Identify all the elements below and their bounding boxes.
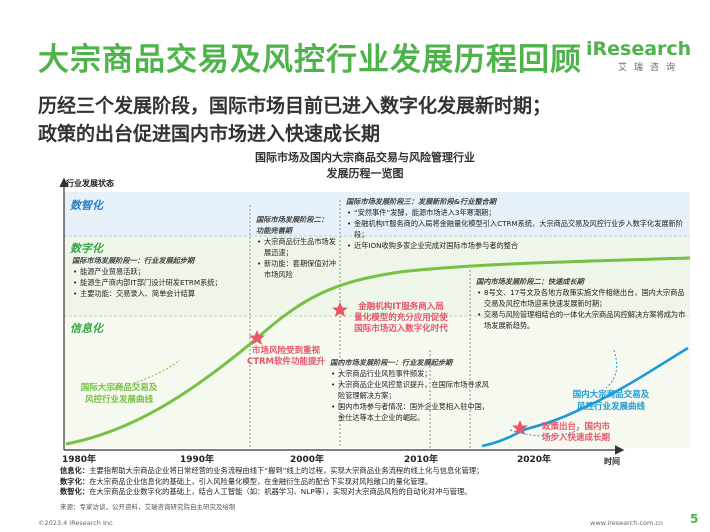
stage-dom-1-item: 大宗商品行业风险事件频发； — [330, 368, 490, 379]
stage-intl-1-item: 能源产业贸易活跃； — [72, 266, 252, 277]
stage-dom-2-item: 8号文、17号文及各地方政策实施文件相继出台，国内大宗商品交易及风控市场迎来快速… — [476, 287, 690, 309]
stage-intl-2: 国际市场发展阶段二： 功能完善期 大宗商品衍生品市场发展迅速； 新功能：套期保值… — [256, 214, 340, 280]
event-label-3: 政策出台，国内市 场步入快速成长期 — [528, 422, 624, 444]
stage-intl-2-item: 大宗商品衍生品市场发展迅速； — [256, 236, 340, 258]
source-note: 来源：专家访谈，公开资料，艾瑞咨询研究院自主研究及绘制 — [60, 503, 236, 511]
stage-intl-2-head-1: 国际市场发展阶段二： — [256, 215, 328, 224]
stage-intl-3-item: 金融机构IT服务商的入局将金融量化模型引入CTRM系统，大宗商品交易及风控行业步… — [346, 218, 690, 240]
stage-intl-1-item: 主要功能：交易录入、简单会计结算 — [72, 288, 252, 299]
event-label-1-line: CTRM软件功能提升 — [246, 357, 326, 367]
stage-intl-1: 国际市场发展阶段一：行业发展起步期 能源产业贸易活跃； 能源生产商内部IT部门设… — [72, 255, 252, 299]
international-curve-label-line: 国际大宗商品交易及 — [80, 383, 158, 393]
x-axis-label: 时间 — [604, 457, 620, 466]
stage-intl-3-item: “安然事件”发酵，能源市场进入3年寒潮期； — [346, 207, 690, 218]
page-subtitle: 历经三个发展阶段，国际市场目前已进入数字化发展新时期； 政策的出台促进国内市场进… — [38, 92, 551, 148]
stage-dom-2: 国内市场发展阶段二：快速成长期 8号文、17号文及各地方政策实施文件相继出台，国… — [476, 276, 690, 331]
event-label-1: 市场风险受到重视 CTRM软件功能提升 — [236, 346, 336, 368]
band-label-digitalization: 数字化 — [70, 242, 103, 255]
domestic-curve-label: 国内大宗商品交易及 风控行业发展曲线 — [556, 389, 666, 413]
page-number: 5 — [690, 512, 699, 526]
stage-intl-3-head: 国际市场发展阶段三：发展新阶段&行业整合期 — [346, 197, 497, 206]
definition-row: 数字化：在大宗商品企业信息化的基础上，引入风险量化模型，在金融衍生品的配合下实现… — [60, 477, 690, 488]
chart-title-line-1: 国际市场及国内大宗商品交易与风险管理行业 — [255, 151, 475, 164]
definition-key: 数智化： — [60, 487, 90, 496]
event-label-2-line: 国际市场迈入数字化时代 — [354, 324, 448, 334]
page-title: 大宗商品交易及风控行业发展历程回顾 — [38, 42, 582, 78]
year-2020: 2020年 — [517, 455, 552, 465]
year-2010: 2010年 — [404, 455, 439, 465]
definition-key: 数字化： — [60, 476, 90, 486]
logo-sub-text: 艾瑞咨询 — [618, 63, 683, 73]
stage-dom-1-head: 国内市场发展阶段一：行业发展起步期 — [330, 358, 453, 367]
international-curve — [65, 256, 691, 446]
event-label-2: 金融机构IT服务商入局 量化模型的充分应用促使 国际市场迈入数字化时代 — [346, 302, 456, 335]
definitions: 信息化：主要指帮助大宗商品企业将日常经营的业务流程由线下“搬到”线上的过程，实现… — [60, 466, 690, 498]
international-curve-label: 国际大宗商品交易及 风控行业发展曲线 — [64, 382, 174, 406]
stage-dom-1-item: 国内市场参与者情况：国外企业竞相入驻中国，金仕达等本土企业的崛起。 — [330, 401, 490, 423]
chart-title-line-2: 发展历程一览图 — [326, 167, 404, 180]
definition-text: 主要指帮助大宗商品企业将日常经营的业务流程由线下“搬到”线上的过程，实现大宗商品… — [89, 466, 484, 475]
iresearch-logo: iResearch 艾瑞咨询 — [586, 38, 692, 84]
event-star-2 — [332, 302, 348, 317]
event-label-1-line: 市场风险受到重视 — [251, 346, 320, 356]
stage-intl-3: 国际市场发展阶段三：发展新阶段&行业整合期 “安然事件”发酵，能源市场进入3年寒… — [346, 196, 690, 251]
y-axis-label: 行业发展状态 — [66, 179, 114, 188]
stage-intl-2-head-2: 功能完善期 — [256, 226, 292, 235]
event-label-2-line: 量化模型的充分应用促使 — [354, 313, 448, 323]
event-label-2-line: 金融机构IT服务商入局 — [358, 302, 444, 312]
domestic-curve-label-line: 风控行业发展曲线 — [576, 402, 645, 412]
event-label-3-line: 场步入快速成长期 — [541, 433, 610, 443]
stage-intl-3-item: 近年ION收购多家企业完成对国际市场参与者的整合 — [346, 240, 690, 251]
band-label-informatization: 信息化 — [70, 322, 103, 335]
stage-dom-1: 国内市场发展阶段一：行业发展起步期 大宗商品行业风险事件频发； 大宗商品企业风控… — [330, 357, 490, 423]
website-link[interactable]: www.iresearch.com.cn — [590, 519, 664, 527]
subtitle-line-1: 历经三个发展阶段，国际市场目前已进入数字化发展新时期； — [38, 95, 552, 117]
year-2000: 2000年 — [290, 455, 325, 465]
definition-text: 在大宗商品企业数字化的基础上，结合人工智能（如：机器学习、NLP等），实现对大宗… — [89, 487, 472, 496]
event-label-3-line: 政策出台，国内市 — [541, 422, 610, 432]
stage-intl-1-head: 国际市场发展阶段一：行业发展起步期 — [72, 256, 195, 265]
chart-title: 国际市场及国内大宗商品交易与风险管理行业 发展历程一览图 — [200, 150, 530, 182]
event-star-3 — [512, 420, 528, 435]
international-curve-label-line: 风控行业发展曲线 — [84, 395, 153, 405]
domestic-curve-label-line: 国内大宗商品交易及 — [572, 390, 650, 400]
stage-intl-1-item: 能源生产商内部IT部门设计研发ETRM系统； — [72, 277, 252, 288]
logo-main-text: iResearch — [586, 38, 692, 60]
subtitle-line-2: 政策的出台促进国内市场进入快速成长期 — [38, 123, 381, 145]
definition-key: 信息化： — [60, 466, 90, 475]
band-label-digital-intelligence: 数智化 — [70, 199, 103, 212]
copyright: ©2023.4 iResearch Inc. — [38, 519, 115, 527]
definition-text: 在大宗商品企业信息化的基础上，引入风险量化模型，在金融衍生品的配合下实现对风险敞… — [89, 476, 433, 486]
event-star-1 — [249, 330, 265, 345]
stage-dom-1-item: 大宗商品企业风控意识提升，在国际市场寻求风险管理解决方案； — [330, 379, 490, 401]
stage-intl-2-item: 新功能：套期保值对冲市场风险 — [256, 258, 340, 280]
year-1990: 1990年 — [180, 455, 215, 465]
year-1980: 1980年 — [62, 455, 97, 465]
definition-row: 数智化：在大宗商品企业数字化的基础上，结合人工智能（如：机器学习、NLP等），实… — [60, 487, 690, 498]
stage-dom-2-head: 国内市场发展阶段二：快速成长期 — [476, 277, 584, 286]
definition-row: 信息化：主要指帮助大宗商品企业将日常经营的业务流程由线下“搬到”线上的过程，实现… — [60, 466, 690, 477]
stage-dom-2-item: 交易与风险管理相结合的一体化大宗商品风控解决方案将成为市场发展新趋势。 — [476, 309, 690, 331]
